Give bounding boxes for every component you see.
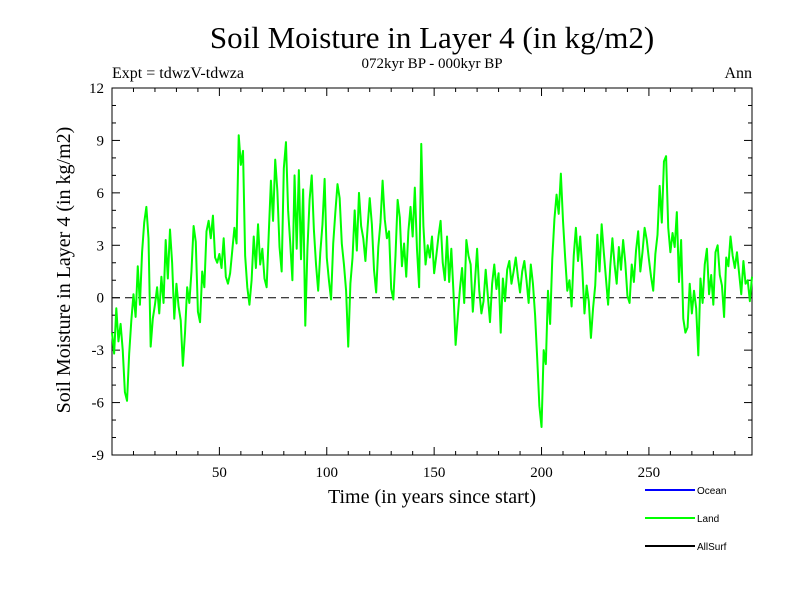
y-tick-label: 6 — [97, 186, 105, 202]
plot-area: 50 100 150 200 250 12 9 6 3 0 -3 -6 -9 — [89, 81, 753, 481]
y-tick-label: 3 — [97, 238, 105, 254]
x-tick-label: 200 — [530, 465, 553, 481]
experiment-label: Expt = tdwzV-tdwza — [112, 65, 244, 82]
y-axis-label: Soil Moisture in Layer 4 (in kg/m2) — [53, 127, 75, 414]
y-tick-label: 12 — [89, 81, 104, 97]
x-tick-label: 50 — [212, 465, 227, 481]
plot-frame — [111, 87, 753, 456]
chart-title: Soil Moisture in Layer 4 (in kg/m2) — [210, 20, 654, 55]
legend-label-land: Land — [697, 514, 719, 525]
y-tick-label: -6 — [92, 396, 105, 412]
y-tick-label: -3 — [92, 343, 105, 359]
x-axis-label: Time (in years since start) — [328, 486, 536, 508]
land-series-line — [111, 134, 753, 429]
y-tick-label: 9 — [97, 133, 105, 149]
x-tick-label: 250 — [638, 465, 661, 481]
chart-subtitle: 072kyr BP - 000kyr BP — [361, 56, 502, 72]
legend-label-ocean: Ocean — [697, 486, 726, 497]
y-tick-label: 0 — [97, 291, 105, 307]
x-tick-label: 100 — [316, 465, 339, 481]
y-tick-label: -9 — [92, 448, 105, 464]
legend: Ocean Land AllSurf — [645, 486, 727, 553]
legend-label-allsurf: AllSurf — [697, 542, 727, 553]
x-tick-label: 150 — [423, 465, 446, 481]
season-label: Ann — [724, 65, 752, 82]
